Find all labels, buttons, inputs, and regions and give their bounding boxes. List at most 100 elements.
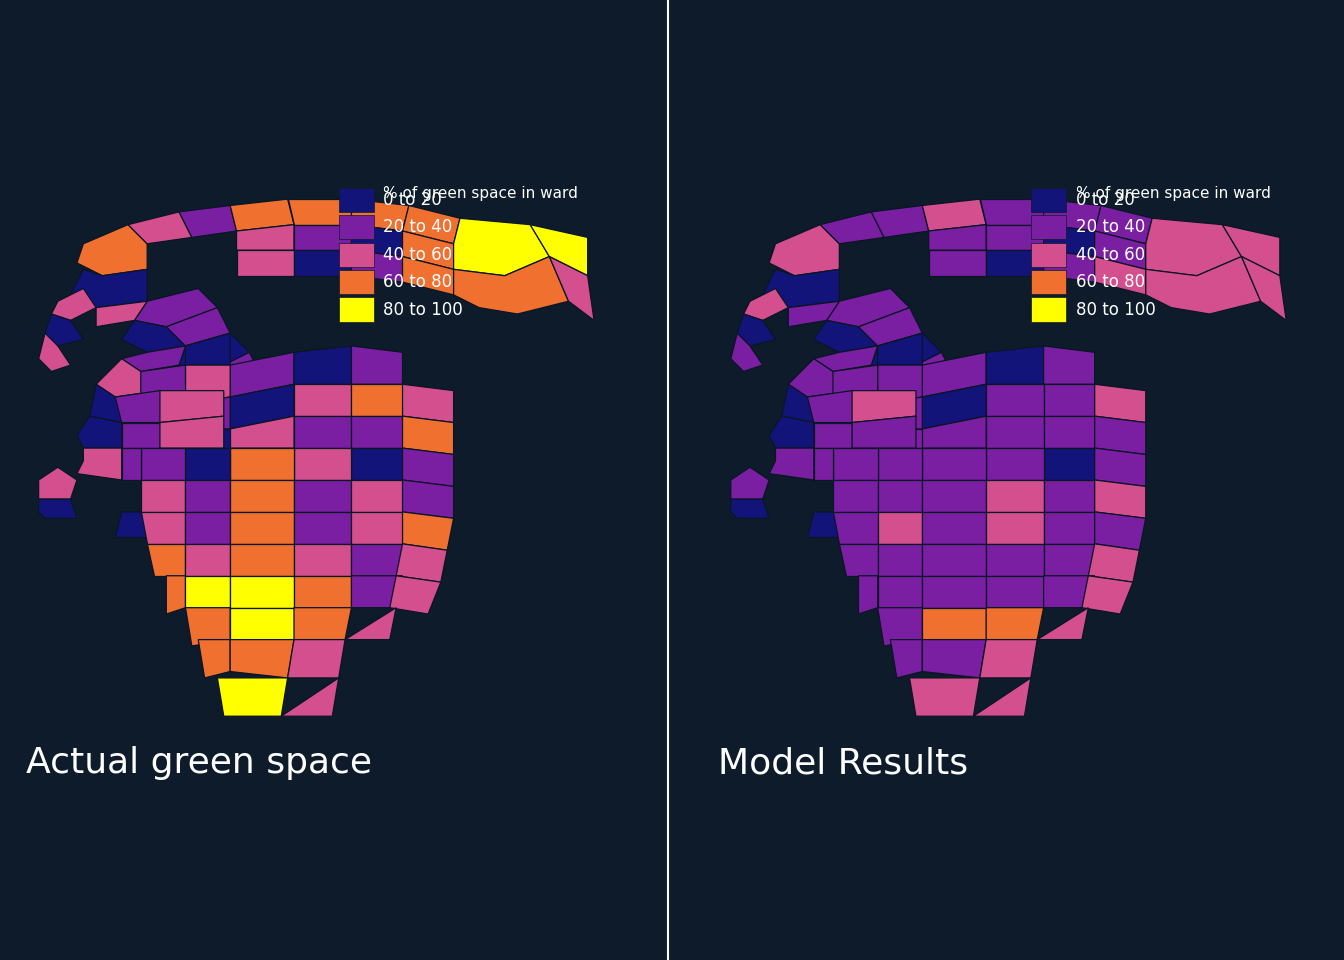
Polygon shape [986, 576, 1043, 608]
Text: 0 to 20: 0 to 20 [383, 191, 442, 208]
Polygon shape [185, 448, 230, 480]
Polygon shape [294, 608, 352, 639]
Polygon shape [403, 256, 454, 295]
Polygon shape [185, 333, 230, 365]
Polygon shape [403, 231, 454, 270]
Polygon shape [890, 639, 922, 678]
Polygon shape [288, 639, 345, 678]
Polygon shape [922, 639, 986, 678]
Polygon shape [230, 378, 281, 416]
Polygon shape [185, 480, 230, 512]
Polygon shape [237, 251, 294, 276]
Text: 60 to 80: 60 to 80 [383, 273, 453, 291]
Polygon shape [929, 225, 986, 251]
Polygon shape [160, 365, 223, 403]
Polygon shape [859, 576, 878, 614]
Polygon shape [141, 448, 185, 480]
Polygon shape [352, 384, 403, 416]
Polygon shape [1094, 256, 1145, 295]
Polygon shape [769, 448, 814, 480]
Polygon shape [986, 416, 1043, 448]
Polygon shape [1242, 256, 1286, 321]
Polygon shape [160, 391, 223, 422]
FancyBboxPatch shape [1031, 215, 1066, 239]
Polygon shape [878, 333, 922, 365]
Polygon shape [294, 416, 352, 448]
Polygon shape [77, 225, 148, 276]
Polygon shape [352, 251, 403, 282]
Polygon shape [403, 416, 454, 454]
Polygon shape [986, 543, 1043, 576]
Polygon shape [986, 608, 1043, 639]
Polygon shape [986, 512, 1043, 543]
Polygon shape [1043, 225, 1094, 256]
Polygon shape [808, 391, 878, 422]
Text: % of green space in ward: % of green space in ward [383, 186, 578, 202]
Polygon shape [185, 429, 230, 448]
Polygon shape [77, 448, 121, 480]
FancyBboxPatch shape [1031, 270, 1066, 294]
Polygon shape [852, 365, 917, 403]
Polygon shape [859, 307, 922, 346]
Polygon shape [403, 448, 454, 487]
Polygon shape [185, 512, 230, 543]
Polygon shape [218, 678, 288, 716]
Polygon shape [1094, 512, 1145, 550]
Polygon shape [1145, 256, 1261, 314]
Polygon shape [128, 212, 192, 244]
FancyBboxPatch shape [339, 243, 374, 267]
Polygon shape [121, 422, 160, 448]
Polygon shape [1145, 218, 1242, 276]
Polygon shape [731, 499, 769, 518]
Polygon shape [808, 512, 845, 538]
Polygon shape [922, 576, 986, 608]
Polygon shape [116, 391, 185, 422]
Polygon shape [185, 365, 230, 403]
Polygon shape [833, 448, 878, 480]
Polygon shape [871, 205, 929, 237]
Polygon shape [1094, 416, 1145, 454]
Polygon shape [1043, 512, 1094, 543]
Polygon shape [185, 608, 230, 646]
Polygon shape [986, 448, 1043, 480]
Polygon shape [294, 448, 352, 480]
Polygon shape [454, 218, 550, 276]
Polygon shape [922, 416, 986, 448]
FancyBboxPatch shape [339, 270, 374, 294]
Polygon shape [814, 321, 878, 352]
Polygon shape [922, 512, 986, 543]
Polygon shape [97, 301, 148, 326]
Polygon shape [141, 365, 185, 403]
Text: 0 to 20: 0 to 20 [1075, 191, 1134, 208]
Polygon shape [922, 378, 973, 416]
Polygon shape [121, 321, 185, 352]
Polygon shape [922, 199, 986, 231]
Polygon shape [1043, 543, 1094, 576]
Polygon shape [878, 512, 922, 543]
Polygon shape [737, 314, 775, 346]
Polygon shape [788, 301, 839, 326]
Polygon shape [403, 384, 454, 422]
Polygon shape [1043, 384, 1094, 416]
Polygon shape [922, 384, 986, 429]
Polygon shape [1043, 346, 1094, 384]
Polygon shape [46, 314, 83, 346]
Polygon shape [121, 448, 141, 480]
Polygon shape [352, 346, 403, 384]
Text: Model Results: Model Results [718, 746, 968, 780]
Polygon shape [352, 225, 403, 256]
Polygon shape [390, 576, 441, 614]
Text: 20 to 40: 20 to 40 [383, 218, 453, 236]
Polygon shape [731, 468, 769, 499]
Polygon shape [134, 288, 218, 326]
Polygon shape [820, 212, 884, 244]
Polygon shape [833, 512, 878, 543]
Text: % of green space in ward: % of green space in ward [1075, 186, 1270, 202]
Polygon shape [185, 543, 230, 576]
Polygon shape [230, 448, 294, 480]
Polygon shape [878, 608, 922, 646]
Polygon shape [352, 448, 403, 480]
Polygon shape [878, 397, 922, 429]
Polygon shape [878, 448, 922, 480]
Polygon shape [1082, 576, 1133, 614]
